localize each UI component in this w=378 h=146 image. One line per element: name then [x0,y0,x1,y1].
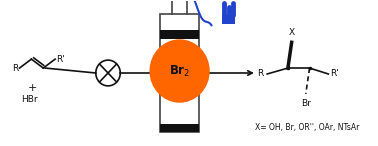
Bar [222,15,235,25]
Bar [160,124,199,132]
Text: R: R [12,64,18,73]
Text: R: R [257,69,263,79]
Text: X= OH, Br, OR'', OAr, NTsAr: X= OH, Br, OR'', OAr, NTsAr [255,123,359,132]
Text: X: X [288,28,295,37]
Text: Br$_2$: Br$_2$ [169,64,190,79]
Bar [160,14,199,132]
Text: R': R' [330,69,339,79]
Text: R': R' [56,55,65,64]
Text: Br: Br [301,99,311,108]
Text: +: + [28,83,37,93]
Circle shape [149,39,210,103]
Bar [160,30,199,39]
Text: HBr: HBr [22,95,38,104]
